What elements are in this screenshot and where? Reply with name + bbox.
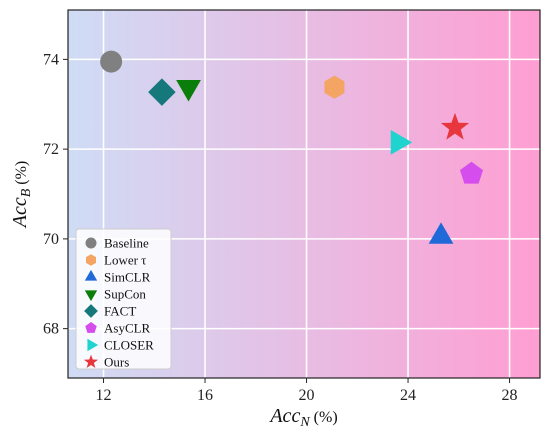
y-tick-label: 68 <box>43 321 59 338</box>
legend-marker-diamond <box>84 304 98 318</box>
data-point-pentagon <box>459 161 483 184</box>
y-tick-label: 74 <box>43 51 59 68</box>
x-axis-ticks: 12 16 20 24 28 <box>96 378 518 404</box>
x-axis-title-main: Acc <box>268 405 300 427</box>
y-axis-title-unit: (%) <box>13 161 30 189</box>
grid-lines <box>68 10 540 378</box>
data-points <box>100 50 483 244</box>
legend-marker-circle <box>85 237 97 249</box>
data-point-diamond <box>148 78 176 106</box>
y-axis-title: AccB (%) <box>9 161 34 230</box>
data-point-circle <box>100 50 123 73</box>
x-axis-title-sub: N <box>299 415 310 430</box>
x-tick-label: 16 <box>197 387 213 404</box>
x-tick-label: 12 <box>96 387 112 404</box>
legend-label: SupCon <box>104 287 146 302</box>
legend-label: FACT <box>104 304 136 319</box>
legend-label: Ours <box>104 355 129 370</box>
y-axis-ticks: 68 70 72 74 <box>43 51 68 338</box>
legend-marker-pentagon <box>85 321 97 333</box>
data-point-star <box>440 112 470 140</box>
legend-box <box>75 228 172 370</box>
legend-label: Baseline <box>104 236 149 251</box>
x-tick-label: 20 <box>299 387 315 404</box>
y-axis-title-main: Acc <box>9 197 31 229</box>
data-point-hexagon <box>324 75 345 99</box>
legend-label: Lower τ <box>104 253 146 268</box>
legend-label: SimCLR <box>104 270 151 285</box>
x-axis-title-unit: (%) <box>310 409 338 426</box>
x-tick-label: 24 <box>400 387 416 404</box>
legend-marker-triangle-up <box>84 269 98 281</box>
y-tick-label: 70 <box>43 231 59 248</box>
data-point-triangle-right <box>390 130 413 155</box>
x-axis-title: AccN (%) <box>268 405 337 430</box>
legend-label: AsyCLR <box>104 321 151 336</box>
legend-marker-triangle-right <box>87 338 99 352</box>
legend-marker-hexagon <box>86 254 96 266</box>
plot-frame <box>67 9 541 379</box>
data-point-triangle-down <box>176 80 201 102</box>
x-tick-label: 28 <box>502 387 518 404</box>
legend-marker-triangle-down <box>84 290 98 302</box>
legend-label: CLOSER <box>104 338 154 353</box>
y-axis-title-sub: B <box>19 188 34 197</box>
legend-marker-star <box>83 354 99 369</box>
legend: Baseline Lower τ SimCLR SupCon FACT AsyCLR CLO… <box>75 228 172 370</box>
y-tick-label: 72 <box>43 141 59 158</box>
data-point-triangle-up <box>428 222 454 244</box>
